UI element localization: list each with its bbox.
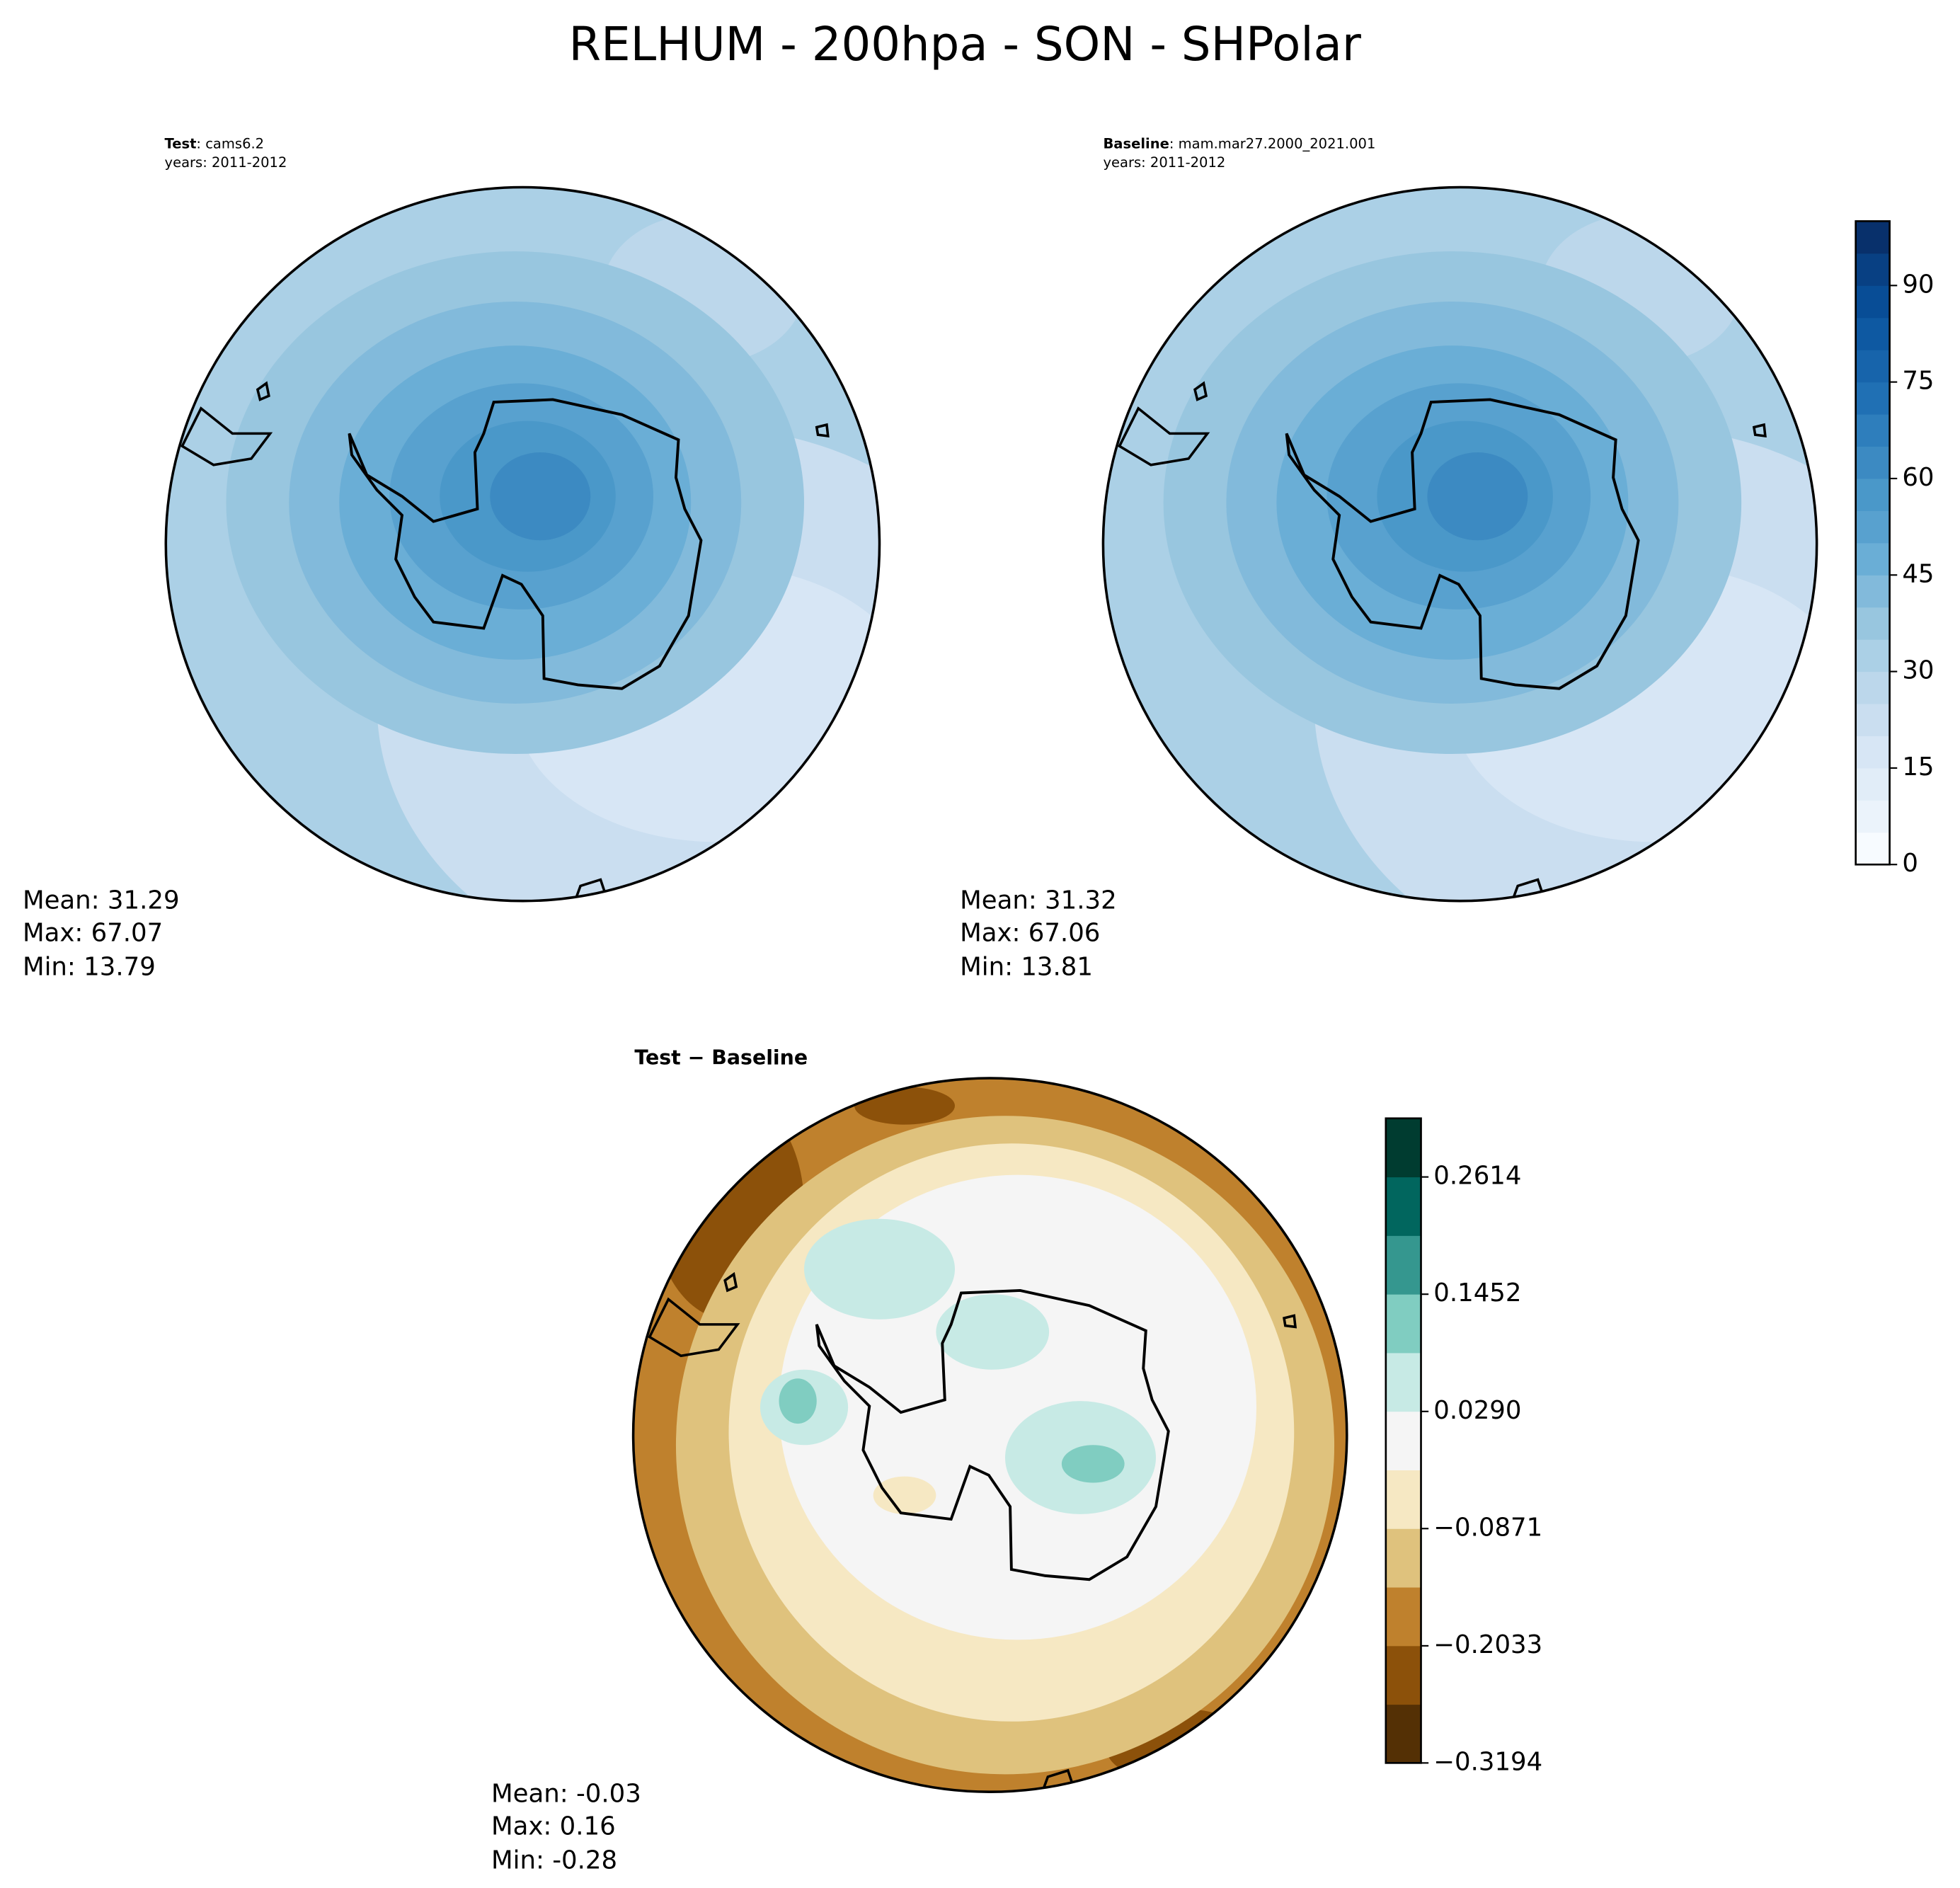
colorbar-frame — [1855, 220, 1891, 866]
stat: Min: 13.79 — [23, 952, 156, 981]
panel-label-bold: Baseline — [1103, 135, 1169, 151]
colorbar-band — [1855, 704, 1890, 737]
colorbar-band — [1855, 607, 1890, 640]
panel-years: years: 2011-2012 — [165, 154, 287, 171]
colorbar-band — [1385, 1528, 1421, 1588]
figure-title: RELHUM - 200hpa - SON - SHPolar — [569, 18, 1361, 71]
colorbar-band — [1855, 767, 1890, 801]
colorbar-band — [1855, 478, 1890, 511]
panel-label: Test − Baseline — [634, 1046, 808, 1069]
colorbar-band — [1385, 1118, 1421, 1178]
colorbar-tick-label: 60 — [1902, 463, 1934, 492]
panel-years: years: 2011-2012 — [1103, 154, 1225, 171]
stat: Min: 13.81 — [960, 952, 1093, 981]
colorbar-band — [1385, 1177, 1421, 1236]
map-boundary — [1101, 185, 1818, 903]
stat: Mean: -0.03 — [491, 1779, 641, 1808]
stat: Max: 67.07 — [23, 919, 163, 948]
panel-label-text: : cams6.2 — [196, 135, 264, 151]
colorbar-band — [1855, 736, 1890, 769]
colorbar-band — [1855, 446, 1890, 479]
colorbar-tick-label: −0.2033 — [1433, 1630, 1542, 1659]
stat: Mean: 31.32 — [960, 886, 1117, 915]
colorbar-band — [1385, 1587, 1421, 1647]
colorbar-tick-label: −0.0871 — [1433, 1513, 1542, 1542]
colorbar-tick-label: 0.1452 — [1433, 1278, 1521, 1308]
colorbar-band — [1855, 414, 1890, 447]
panel-label-bold: Test — [165, 135, 197, 151]
panel-label-text: : mam.mar27.2000_2021.001 — [1169, 135, 1376, 151]
colorbar-tick-label: 0.0290 — [1433, 1396, 1521, 1425]
stat: Mean: 31.29 — [23, 886, 180, 915]
colorbar-band — [1855, 350, 1890, 383]
colorbar-tick-label: 45 — [1902, 559, 1934, 588]
colorbar-tick-label: 30 — [1902, 656, 1934, 685]
colorbar-band — [1385, 1645, 1421, 1705]
stat: Max: 0.16 — [491, 1812, 616, 1841]
colorbar-tick-label: 90 — [1902, 270, 1934, 299]
colorbar-band — [1855, 575, 1890, 608]
colorbar-tick-label: 0 — [1902, 849, 1918, 878]
colorbar-band — [1385, 1235, 1421, 1295]
colorbar-tick-label: −0.3194 — [1433, 1747, 1542, 1776]
map — [1103, 187, 1817, 901]
colorbar-band — [1855, 285, 1890, 319]
colorbar-frame — [1385, 1117, 1422, 1764]
stat: Min: -0.28 — [491, 1846, 617, 1875]
colorbar-band — [1855, 510, 1890, 544]
colorbar-tick-label: 0.2614 — [1433, 1162, 1521, 1191]
colorbar-tick-label: 15 — [1902, 753, 1934, 782]
colorbar-band — [1855, 221, 1890, 254]
map — [633, 1077, 1347, 1792]
colorbar-band — [1385, 1704, 1421, 1763]
colorbar-band — [1855, 253, 1890, 286]
panel-label: Baseline: mam.mar27.2000_2021.001 — [1103, 135, 1375, 151]
colorbar-band — [1855, 317, 1890, 350]
colorbar-band — [1385, 1352, 1421, 1412]
colorbar-band — [1855, 800, 1890, 833]
colorbar-band — [1855, 671, 1890, 704]
colorbar-band — [1855, 382, 1890, 415]
map-boundary — [164, 185, 881, 903]
colorbar-band — [1385, 1470, 1421, 1529]
colorbar-band — [1855, 639, 1890, 673]
stat: Max: 67.06 — [960, 919, 1100, 948]
colorbar-band — [1385, 1294, 1421, 1354]
colorbar-band — [1855, 832, 1890, 865]
colorbar-band — [1855, 542, 1890, 576]
map-boundary — [631, 1077, 1348, 1793]
colorbar-tick-label: 75 — [1902, 367, 1934, 396]
colorbar-band — [1385, 1411, 1421, 1470]
map — [166, 187, 880, 901]
panel-label: Test: cams6.2 — [165, 135, 265, 151]
